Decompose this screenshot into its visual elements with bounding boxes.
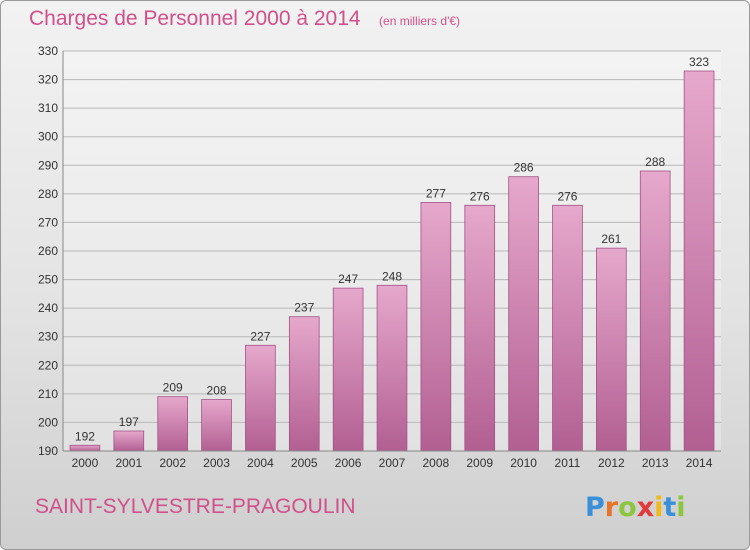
- chart-title: Charges de Personnel 2000 à 2014: [29, 7, 361, 30]
- bar-2012: [596, 247, 627, 452]
- y-tick-label: 220: [38, 358, 58, 372]
- data-label: 276: [557, 189, 577, 203]
- bar-2007: [376, 284, 408, 452]
- chart-header: Charges de Personnel 2000 à 2014 (en mil…: [29, 7, 460, 31]
- x-tick-label: 2005: [291, 456, 318, 470]
- bar-2014: [683, 70, 715, 452]
- x-tick-label: 2010: [510, 456, 537, 470]
- x-tick-label: 2014: [686, 456, 713, 470]
- bar-2005: [288, 316, 320, 452]
- bar-2008: [420, 202, 452, 452]
- bar-2000: [69, 444, 101, 452]
- commune-name: SAINT-SYLVESTRE-PRAGOULIN: [35, 495, 356, 518]
- data-label: 237: [294, 301, 314, 315]
- data-label: 276: [470, 189, 490, 203]
- y-tick-label: 260: [38, 244, 58, 258]
- y-tick-label: 230: [38, 330, 58, 344]
- data-label: 288: [645, 155, 665, 169]
- bar-2002: [157, 396, 188, 452]
- chart-subtitle: (en milliers d'€): [379, 14, 461, 28]
- y-tick-label: 280: [38, 187, 58, 201]
- bar-2006: [332, 287, 364, 452]
- bar-2010: [508, 176, 539, 452]
- data-label: 286: [514, 161, 534, 175]
- data-label: 323: [689, 55, 709, 69]
- data-label: 248: [382, 269, 402, 283]
- proxiti-logo: Proxiti: [585, 492, 686, 523]
- data-label: 261: [601, 232, 621, 246]
- bar-2011: [552, 204, 583, 452]
- x-tick-label: 2000: [72, 456, 99, 470]
- y-tick-label: 310: [38, 101, 58, 115]
- x-tick-label: 2013: [642, 456, 669, 470]
- data-label: 227: [250, 329, 270, 343]
- data-label: 192: [75, 429, 95, 443]
- x-tick-label: 2009: [466, 456, 493, 470]
- y-tick-label: 270: [38, 215, 58, 229]
- bar-2009: [464, 204, 496, 452]
- data-label: 209: [163, 381, 183, 395]
- y-tick-label: 300: [38, 130, 58, 144]
- y-tick-label: 320: [38, 73, 58, 87]
- svg-text:Proxiti: Proxiti: [585, 492, 686, 523]
- bar-2001: [113, 430, 145, 452]
- x-tick-label: 2004: [247, 456, 274, 470]
- x-tick-label: 2011: [555, 456, 581, 470]
- x-tick-label: 2012: [598, 456, 625, 470]
- bar-2003: [201, 399, 232, 452]
- bar-2013: [639, 170, 671, 452]
- data-label: 277: [426, 186, 446, 200]
- data-label: 208: [207, 384, 227, 398]
- x-tick-label: 2008: [423, 456, 450, 470]
- x-tick-label: 2006: [335, 456, 362, 470]
- y-tick-label: 210: [38, 387, 58, 401]
- y-tick-label: 240: [38, 301, 58, 315]
- x-tick-label: 2002: [159, 456, 186, 470]
- y-tick-label: 290: [38, 158, 58, 172]
- y-tick-label: 200: [38, 415, 58, 429]
- bar-2004: [245, 344, 276, 452]
- data-label: 247: [338, 272, 358, 286]
- y-tick-label: 190: [38, 444, 58, 458]
- data-label: 197: [119, 415, 139, 429]
- x-tick-label: 2007: [379, 456, 406, 470]
- y-tick-label: 250: [38, 273, 58, 287]
- x-tick-label: 2003: [203, 456, 230, 470]
- x-tick-label: 2001: [115, 456, 142, 470]
- y-tick-label: 330: [38, 44, 58, 58]
